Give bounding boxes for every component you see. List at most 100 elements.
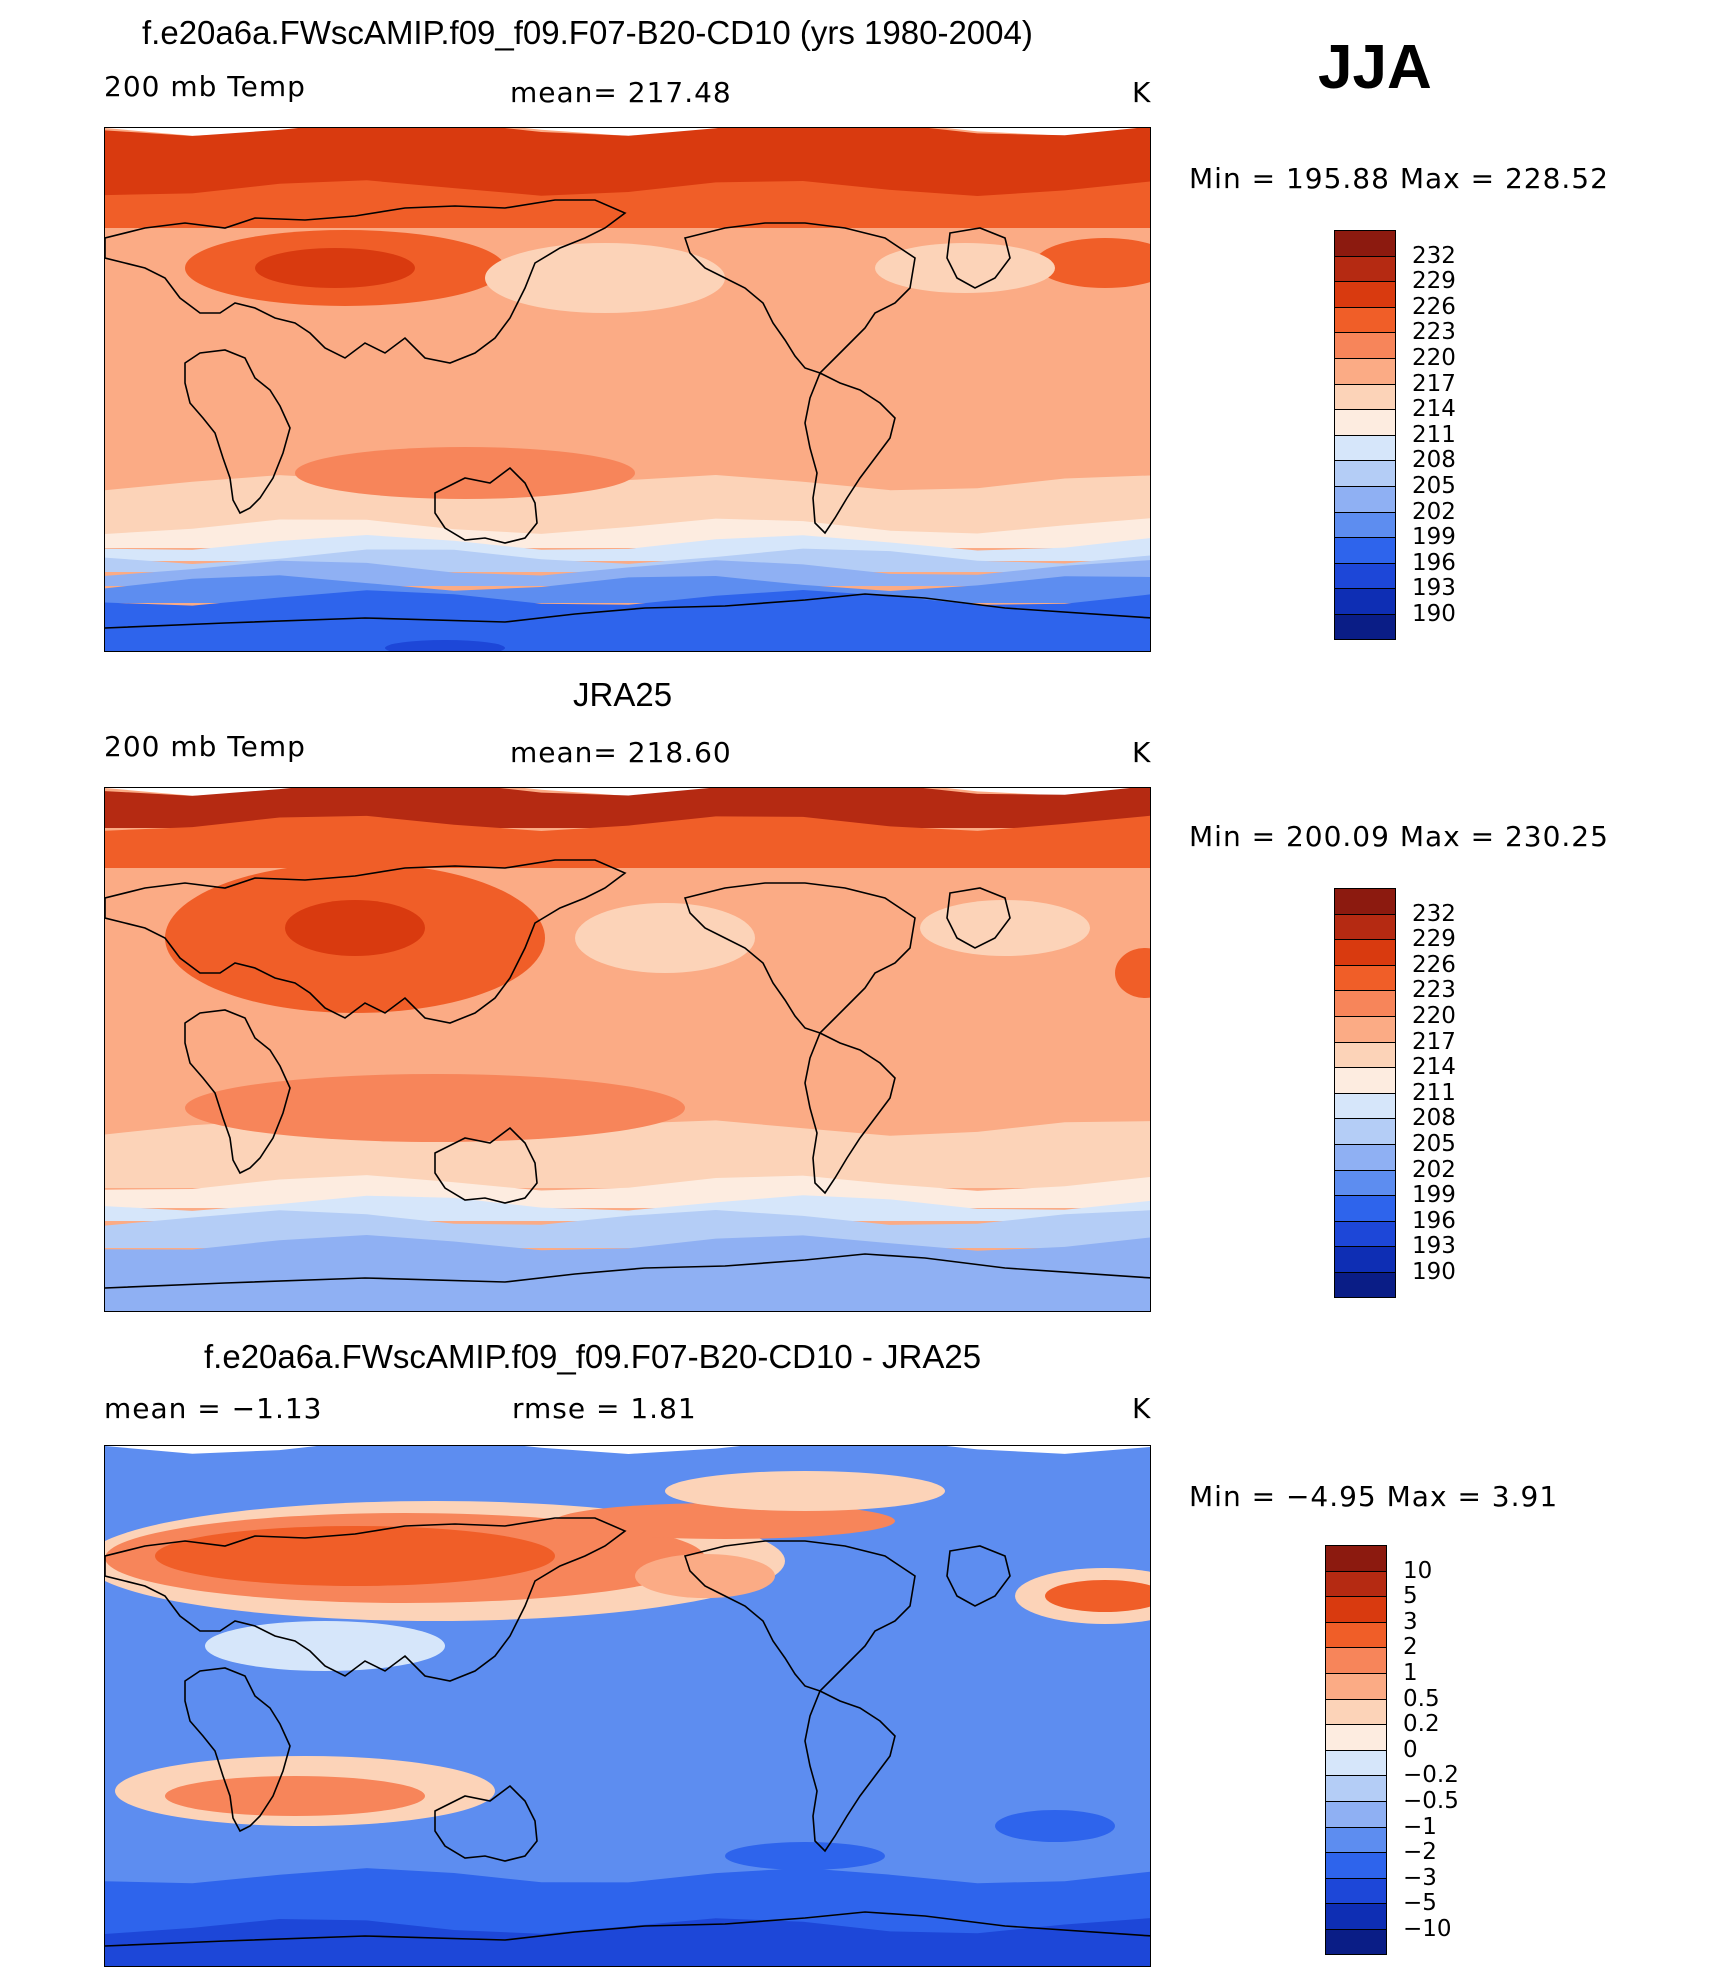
colorbar-tick-label: 208: [1412, 447, 1456, 474]
colorbar-swatch: [1335, 1042, 1395, 1069]
colorbar-tick-label: 226: [1412, 951, 1456, 978]
colorbar-swatch: [1335, 358, 1395, 385]
colorbar-swatch: [1335, 965, 1395, 992]
colorbar-swatch: [1335, 914, 1395, 941]
contour-blob: [205, 1621, 445, 1671]
contour-blob: [285, 900, 425, 956]
colorbar-tick-label: 193: [1412, 575, 1456, 602]
colorbar-tick-label: 214: [1412, 396, 1456, 423]
contour-blob: [485, 243, 725, 313]
colorbar-swatch: [1335, 1016, 1395, 1043]
colorbar-swatch: [1326, 1750, 1386, 1777]
coastlines: [105, 199, 1150, 629]
colorbar-tick-label: 232: [1412, 900, 1456, 927]
colorbar-tick-label: 223: [1412, 319, 1456, 346]
contour-blob: [875, 243, 1055, 293]
colorbar-tick-label: 220: [1412, 345, 1456, 371]
colorbar-tick-label: 232: [1412, 242, 1456, 269]
colorbar-tick-label: −0.5: [1403, 1788, 1459, 1814]
colorbar-tick-label: 217: [1412, 370, 1456, 397]
colorbar-tick-label: −0.2: [1403, 1762, 1459, 1789]
contour-band: [105, 180, 1150, 228]
panel2-variable-label: 200 mb Temp: [104, 730, 306, 763]
coastline: [105, 1517, 627, 1682]
panel3-mean-label: mean = −1.13: [104, 1392, 323, 1425]
coastline: [105, 859, 627, 1024]
coastline: [105, 593, 1150, 629]
colorbar-swatch: [1326, 1776, 1386, 1802]
colorbar-tick-label: 229: [1412, 268, 1456, 295]
coastline: [683, 222, 916, 374]
colorbar-tick-label: 199: [1412, 1182, 1456, 1209]
colorbar-swatch: [1326, 1648, 1386, 1674]
colorbar-tick-label: 205: [1412, 473, 1456, 499]
colorbar-tick-label: 223: [1412, 977, 1456, 1004]
colorbar-swatch: [1335, 1119, 1395, 1145]
colorbar-tick-label: 208: [1412, 1105, 1456, 1132]
coastline: [804, 1689, 896, 1853]
contour-band: [105, 590, 1150, 651]
colorbar-swatch: [1335, 889, 1395, 915]
colorbar-tick-label: 0: [1403, 1736, 1418, 1763]
colorbar-tick-label: 193: [1412, 1233, 1456, 1260]
colorbar-swatch: [1335, 614, 1395, 639]
coastlines: [105, 859, 1150, 1289]
colorbar-swatch: [1335, 1093, 1395, 1120]
contour-blob: [155, 1526, 555, 1586]
colorbar-tick-label: 217: [1412, 1028, 1456, 1055]
contour-blob: [295, 447, 635, 499]
colorbar-tick-label: 2: [1403, 1634, 1418, 1661]
colorbar-swatch: [1335, 256, 1395, 283]
coastline: [434, 466, 538, 544]
colorbar-swatch: [1326, 1699, 1386, 1726]
colorbar-tick-label: 3: [1403, 1608, 1418, 1635]
coastline: [184, 349, 291, 515]
colorbar-swatch: [1326, 1622, 1386, 1649]
contour-band: [105, 560, 1150, 586]
colorbar-tick-label: 5: [1403, 1583, 1418, 1610]
colorbar-swatch: [1335, 307, 1395, 334]
colorbar-swatch: [1335, 1170, 1395, 1197]
season-label: JJA: [1318, 33, 1432, 102]
panel2-title: JRA25: [573, 676, 673, 713]
contour-blob: [1115, 948, 1150, 998]
coastline: [434, 1784, 538, 1862]
colorbar-swatch: [1326, 1725, 1386, 1751]
coastline: [946, 1545, 1011, 1607]
colorbar-swatch: [1335, 384, 1395, 411]
colorbar-swatch: [1335, 282, 1395, 308]
colorbar-swatch: [1335, 231, 1395, 257]
contour-blob: [185, 1074, 685, 1142]
colorbar-box: [1325, 1545, 1387, 1955]
contour-blob: [635, 1554, 775, 1598]
colorbar-tick-label: −3: [1403, 1864, 1437, 1891]
colorbar-tick-label: 196: [1412, 1207, 1456, 1234]
coastline: [434, 1126, 538, 1204]
panel1-map: [104, 127, 1151, 652]
colorbar-swatch: [1335, 1221, 1395, 1248]
contour-blob: [255, 248, 415, 288]
colorbar-swatch: [1326, 1853, 1386, 1879]
colorbar-box: [1334, 888, 1396, 1298]
colorbar-tick-label: 10: [1403, 1557, 1433, 1584]
contour-blob: [995, 1810, 1115, 1842]
contour-blob: [1045, 1580, 1150, 1612]
contour-blob: [575, 903, 755, 973]
contour-blob: [1035, 238, 1150, 288]
colorbar-swatch: [1326, 1827, 1386, 1854]
colorbar-swatch: [1326, 1546, 1386, 1572]
coastline: [804, 371, 896, 535]
colorbar-swatch: [1335, 940, 1395, 966]
colorbar-tick-label: 0.2: [1403, 1711, 1440, 1738]
colorbar-swatch: [1335, 538, 1395, 564]
colorbar-swatch: [1335, 1068, 1395, 1094]
colorbar-tick-label: 0.5: [1403, 1685, 1440, 1712]
contour-band: [105, 1918, 1150, 1966]
panel3-rmse-label: rmse = 1.81: [512, 1392, 697, 1425]
panel1-units: K: [1132, 76, 1152, 109]
colorbar-swatch: [1335, 1144, 1395, 1171]
panel3-map: [104, 1445, 1151, 1967]
coastline: [105, 1911, 1150, 1947]
colorbar-swatch: [1335, 512, 1395, 539]
colorbar-tick-label: 205: [1412, 1131, 1456, 1157]
